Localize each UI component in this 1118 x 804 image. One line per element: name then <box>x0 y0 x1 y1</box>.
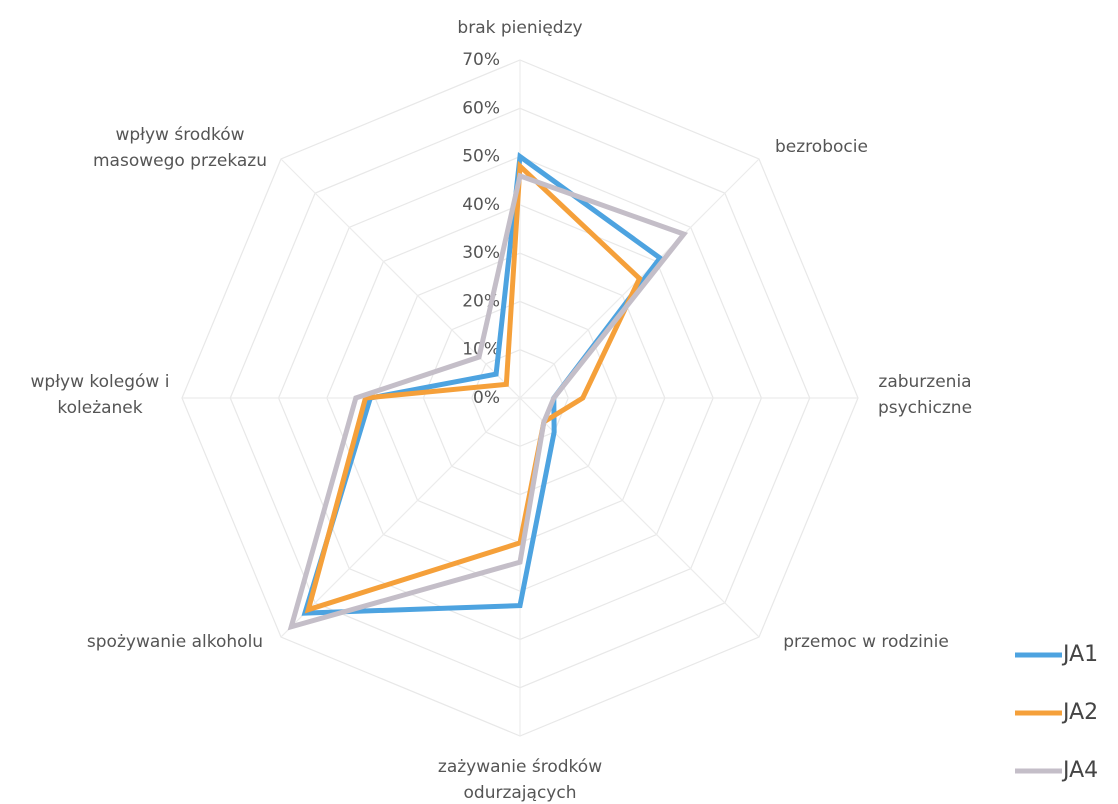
axis-label: zaburzenia psychiczne <box>878 372 972 418</box>
legend-label: JA4 <box>1061 758 1098 783</box>
spoke <box>519 397 760 638</box>
axis-label: brak pieniędzy <box>457 18 582 38</box>
axis-label: przemoc w rodzinie <box>783 632 949 652</box>
series-line <box>304 160 643 614</box>
r-tick-label: 30% <box>462 243 500 263</box>
spoke <box>280 397 521 638</box>
axis-label: spożywanie alkoholu <box>87 632 263 652</box>
axis-label: zażywanie środków odurzających <box>438 757 602 803</box>
axis-label: bezrobocie <box>775 137 868 157</box>
legend-label: JA2 <box>1061 700 1098 725</box>
series-line <box>287 172 689 631</box>
r-tick-label: 60% <box>462 98 500 118</box>
axis-label: wpływ środków masowego przekazu <box>93 125 267 171</box>
r-tick-label: 70% <box>462 50 500 70</box>
legend-label: JA1 <box>1061 642 1098 667</box>
legend: JA1 JA2 JA4 <box>1015 642 1098 783</box>
r-tick-label: 40% <box>462 195 500 215</box>
r-tick-label: 0% <box>473 388 500 408</box>
r-tick-label: 50% <box>462 147 500 167</box>
axis-label: wpływ kolegów i koleżanek <box>31 372 170 418</box>
